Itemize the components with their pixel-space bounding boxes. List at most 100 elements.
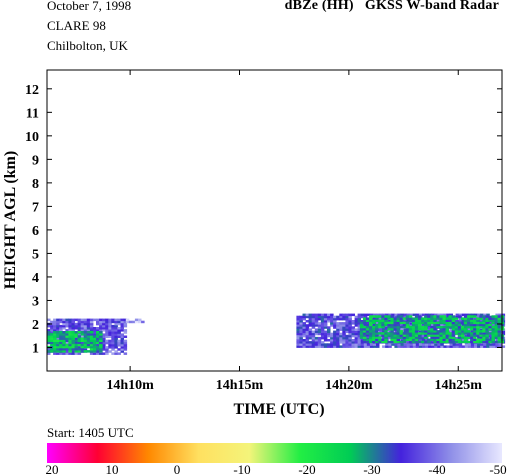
echo-cell xyxy=(473,321,477,325)
echo-cell xyxy=(399,315,404,318)
echo-cell xyxy=(445,332,450,335)
echo-cell xyxy=(333,332,337,336)
echo-cell xyxy=(357,315,362,319)
echo-cell xyxy=(71,329,75,332)
echo-cell xyxy=(134,318,139,322)
echo-cell xyxy=(488,328,492,331)
echo-cell xyxy=(141,320,145,324)
echo-cell xyxy=(476,330,480,333)
echo-cell xyxy=(89,348,94,351)
echo-cell xyxy=(449,330,453,334)
echo-cell xyxy=(345,328,349,331)
echo-cell xyxy=(330,315,334,319)
echo-cell xyxy=(120,335,124,338)
echo-cell xyxy=(105,339,109,343)
echo-cell xyxy=(53,335,57,338)
echo-cell xyxy=(89,343,94,347)
colorbar-tick-label: -50 xyxy=(489,462,506,476)
echo-cell xyxy=(424,323,428,327)
echo-cell xyxy=(117,331,121,334)
echo-cell xyxy=(65,345,69,349)
echo-cell xyxy=(385,313,389,317)
echo-cell xyxy=(89,352,94,355)
echo-cell xyxy=(372,330,376,333)
echo-cell xyxy=(105,322,109,326)
echo-cell xyxy=(308,320,313,323)
echo-cell xyxy=(372,343,377,346)
echo-cell xyxy=(393,325,397,329)
echo-cell xyxy=(348,324,352,327)
echo-cell xyxy=(348,330,352,334)
echo-cell xyxy=(463,323,468,327)
echo-cell xyxy=(65,322,69,326)
echo-cell xyxy=(491,321,495,325)
echo-cell xyxy=(108,344,112,347)
echo-cell xyxy=(320,343,325,346)
echo-cell xyxy=(381,319,385,322)
echo-cell xyxy=(379,330,383,334)
echo-cell xyxy=(390,328,394,331)
echo-cell xyxy=(399,330,404,333)
echo-cell xyxy=(418,319,422,322)
echo-cell xyxy=(424,328,428,331)
echo-cell xyxy=(421,345,426,348)
echo-cell xyxy=(408,328,413,331)
echo-cell xyxy=(128,320,133,324)
echo-cell xyxy=(302,324,306,327)
echo-cell xyxy=(405,325,410,329)
echo-cell xyxy=(351,345,355,348)
echo-cell xyxy=(62,320,66,324)
echo-cell xyxy=(460,332,465,335)
echo-cell xyxy=(436,330,440,333)
echo-cell xyxy=(396,323,401,327)
echo-cell xyxy=(414,328,419,331)
echo-cell xyxy=(400,343,404,346)
echo-cell xyxy=(123,331,128,334)
echo-cell xyxy=(418,332,422,335)
echo-cell xyxy=(65,339,69,342)
echo-cell xyxy=(482,315,486,318)
echo-cell xyxy=(360,313,365,317)
echo-cell xyxy=(372,317,377,321)
echo-cell xyxy=(457,334,462,337)
echo-cell xyxy=(123,329,128,332)
echo-cell xyxy=(105,348,109,351)
echo-cell xyxy=(497,321,502,325)
echo-cell xyxy=(299,320,303,323)
echo-cell xyxy=(428,328,432,331)
echo-cell xyxy=(114,350,118,353)
echo-cell xyxy=(436,317,440,320)
echo-cell xyxy=(497,319,502,322)
echo-cell xyxy=(452,345,457,348)
echo-cell xyxy=(74,341,79,345)
echo-cell xyxy=(102,327,106,330)
echo-cell xyxy=(460,325,465,329)
echo-cell xyxy=(360,345,365,348)
echo-cell xyxy=(114,339,118,343)
echo-cell xyxy=(458,317,463,321)
echo-cell xyxy=(448,325,453,329)
echo-cell xyxy=(62,341,66,345)
echo-cell xyxy=(92,341,97,345)
echo-cell xyxy=(357,336,362,340)
echo-cell xyxy=(345,320,349,323)
echo-cell xyxy=(99,343,103,347)
echo-cell xyxy=(330,345,334,348)
echo-cell xyxy=(123,320,128,324)
echo-cell xyxy=(415,345,420,348)
echo-cell xyxy=(473,332,477,335)
echo-cell xyxy=(351,322,355,325)
echo-cell xyxy=(89,331,94,334)
echo-cell xyxy=(408,315,413,318)
echo-cell xyxy=(408,317,413,320)
echo-cell xyxy=(92,318,97,322)
echo-cells xyxy=(47,313,506,355)
echo-cell xyxy=(327,343,331,346)
echo-cell xyxy=(111,346,115,349)
echo-cell xyxy=(123,322,128,326)
echo-cell xyxy=(360,339,365,342)
echo-cell xyxy=(117,329,121,332)
echo-cell xyxy=(363,313,368,317)
echo-cell xyxy=(99,318,103,322)
